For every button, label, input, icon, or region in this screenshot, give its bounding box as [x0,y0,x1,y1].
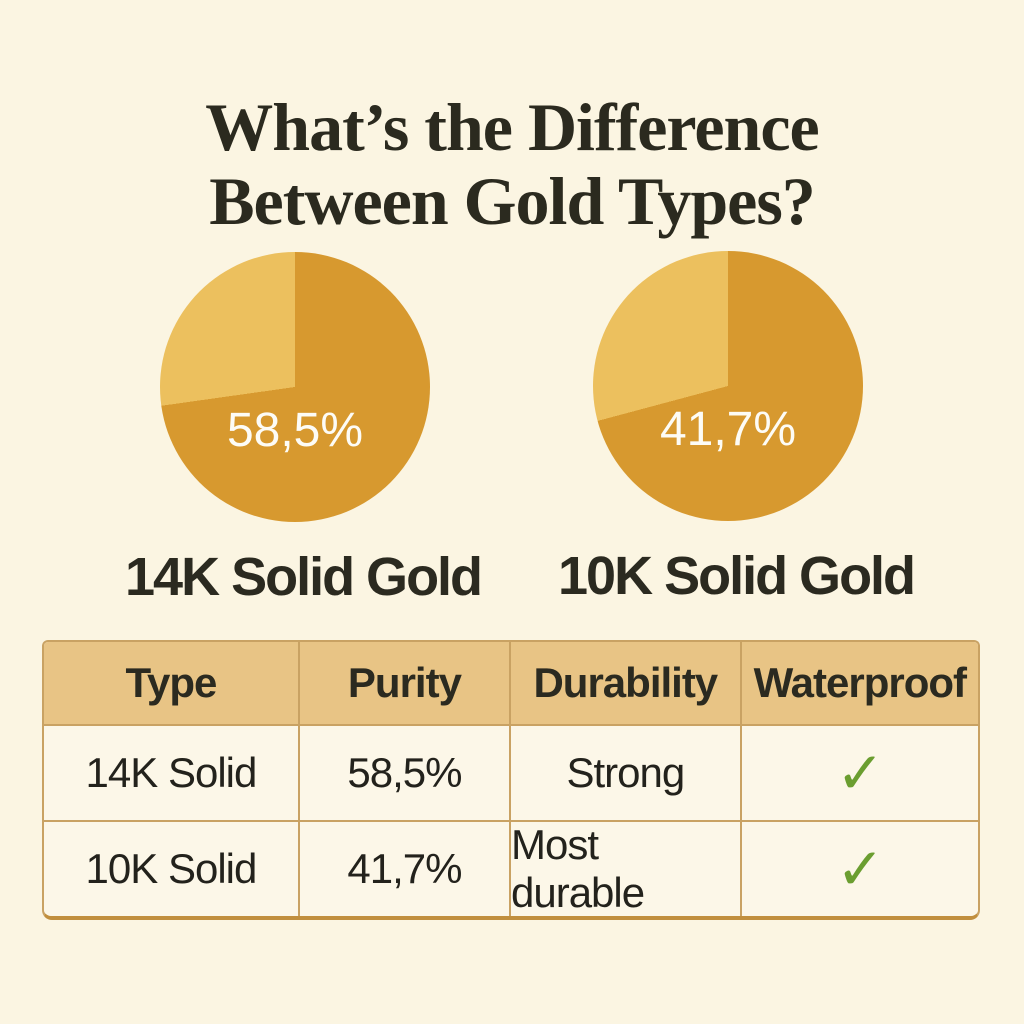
pie-chart-10k: 41,7% [593,251,863,521]
header-cell-purity: Purity [300,642,511,724]
title-line-2: Between Gold Types? [209,163,816,240]
check-icon: ✓ [836,741,885,806]
header-cell-durability: Durability [511,642,742,724]
title-line-1: What’s the Difference [205,88,819,165]
table-row-10k: 10K Solid 41,7% Most durable ✓ [44,820,978,916]
pie-caption-14k: 14K Solid Gold [125,547,483,607]
check-icon: ✓ [836,837,885,902]
cell-type-14k: 14K Solid [44,726,300,820]
cell-durability-10k: Most durable [511,822,742,916]
header-cell-type: Type [44,642,300,724]
pie-figure-10k: 41,7% 10K Solid Gold [558,251,916,607]
pie-percent-label-14k: 58,5% [226,404,364,458]
table-row-14k: 14K Solid 58,5% Strong ✓ [44,724,978,820]
cell-durability-14k: Strong [511,726,742,820]
pie-figure-14k: 58,5% 14K Solid Gold [125,252,483,608]
comparison-table: Type Purity Durability Waterproof 14K So… [42,640,980,920]
pie-percent-label-10k: 41,7% [659,403,797,457]
pie-chart-14k: 58,5% [160,252,430,522]
cell-type-10k: 10K Solid [44,822,300,916]
cell-purity-14k: 58,5% [300,726,511,820]
cell-purity-10k: 41,7% [300,822,511,916]
page-title: What’s the Difference Between Gold Types… [0,88,1024,240]
pie-caption-10k: 10K Solid Gold [558,546,916,606]
table-header-row: Type Purity Durability Waterproof [44,642,978,724]
header-cell-waterproof: Waterproof [753,659,967,706]
